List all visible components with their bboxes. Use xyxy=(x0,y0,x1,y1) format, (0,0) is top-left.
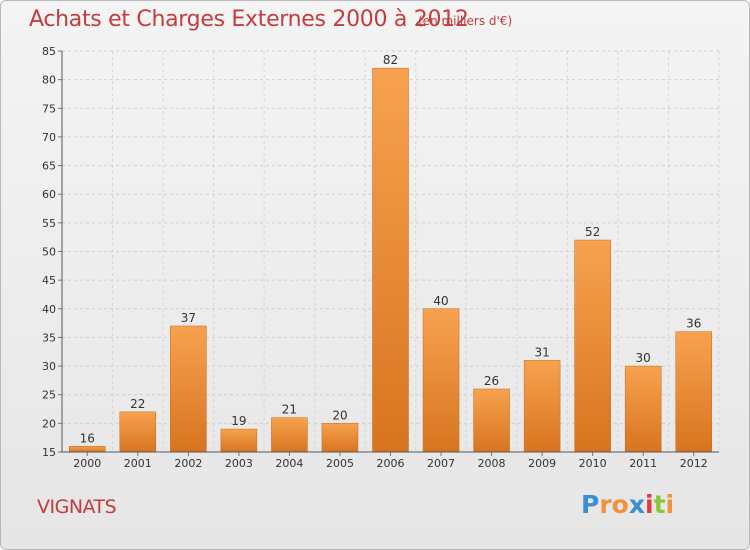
y-tick-label: 85 xyxy=(42,45,56,58)
bar-2008 xyxy=(473,388,510,453)
chart-title: Achats et Charges Externes 2000 à 2012 xyxy=(29,7,469,32)
x-tick-label: 2007 xyxy=(427,457,455,470)
y-tick-label: 40 xyxy=(42,303,56,316)
labels: 15 20 25 30 35 40 45 50 55 60 65 70 75 80 85 16 2000 22 20… xyxy=(42,45,708,470)
bar-2002 xyxy=(170,325,207,453)
bar-2012 xyxy=(675,331,712,453)
logo-letter: o xyxy=(611,490,629,519)
x-tick-label: 2011 xyxy=(629,457,657,470)
x-tick-label: 2005 xyxy=(326,457,354,470)
y-tick-label: 50 xyxy=(42,246,56,259)
bar-2003 xyxy=(220,428,258,453)
x-tick-label: 2001 xyxy=(124,457,152,470)
x-tick-label: 2009 xyxy=(528,457,556,470)
bar-2006 xyxy=(372,67,409,453)
logo-letter: t xyxy=(653,490,666,519)
data-label-2002: 37 xyxy=(181,311,196,325)
x-tick-label: 2008 xyxy=(478,457,506,470)
logo-letter: i xyxy=(665,490,675,519)
data-label-2004: 21 xyxy=(282,403,297,417)
bar-2011 xyxy=(624,365,662,453)
y-tick-label: 70 xyxy=(42,131,56,144)
y-tick-label: 55 xyxy=(42,217,56,230)
data-label-2010: 52 xyxy=(585,225,600,239)
bar-2004 xyxy=(271,417,308,453)
data-label-2012: 36 xyxy=(686,317,701,331)
data-label-2000: 16 xyxy=(80,431,95,445)
y-tick-label: 20 xyxy=(42,417,56,430)
commune-name: VIGNATS xyxy=(37,496,117,518)
bar-2000 xyxy=(69,446,106,453)
logo-letter: x xyxy=(628,490,645,519)
logo-letter: r xyxy=(599,490,612,519)
x-tick-label: 2012 xyxy=(680,457,708,470)
data-label-2005: 20 xyxy=(332,408,347,422)
bar-2010 xyxy=(574,239,611,453)
y-tick-label: 80 xyxy=(42,74,56,87)
data-label-2003: 19 xyxy=(231,414,246,428)
y-tick-label: 65 xyxy=(42,160,56,173)
chart-subtitle: (en milliers d'€) xyxy=(418,14,513,28)
data-label-2011: 30 xyxy=(636,351,651,365)
y-tick-label: 60 xyxy=(42,188,56,201)
x-tick-label: 2004 xyxy=(275,457,303,470)
x-tick-label: 2010 xyxy=(579,457,607,470)
y-tick-label: 35 xyxy=(42,331,56,344)
bar-2009 xyxy=(523,360,561,453)
logo-letter: P xyxy=(581,490,600,519)
y-tick-label: 30 xyxy=(42,360,56,373)
x-tick-label: 2003 xyxy=(225,457,253,470)
y-tick-label: 25 xyxy=(42,389,56,402)
bar-2001 xyxy=(119,411,157,453)
bar-2007 xyxy=(422,308,460,453)
data-label-2008: 26 xyxy=(484,374,499,388)
y-tick-label: 15 xyxy=(42,446,56,459)
x-tick-label: 2006 xyxy=(377,457,405,470)
axes xyxy=(58,50,719,456)
data-label-2009: 31 xyxy=(534,345,549,359)
bar-2005 xyxy=(321,423,359,453)
data-label-2006: 82 xyxy=(383,53,398,67)
x-tick-label: 2002 xyxy=(174,457,202,470)
bars xyxy=(69,67,712,453)
x-tick-label: 2000 xyxy=(73,457,101,470)
y-tick-label: 75 xyxy=(42,102,56,115)
y-tick-label: 45 xyxy=(42,274,56,287)
data-label-2007: 40 xyxy=(433,294,448,308)
data-label-2001: 22 xyxy=(130,397,145,411)
proxiti-logo: Proxiti xyxy=(581,490,674,519)
logo-letter: i xyxy=(645,490,654,519)
